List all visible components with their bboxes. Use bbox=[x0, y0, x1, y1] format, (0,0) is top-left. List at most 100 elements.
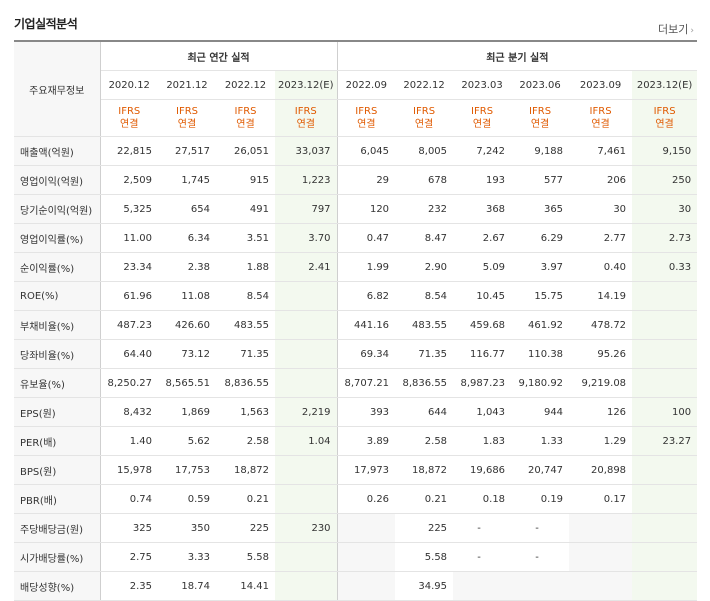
value-cell: 368 bbox=[453, 194, 512, 224]
value-cell bbox=[632, 513, 698, 543]
value-cell bbox=[275, 281, 338, 311]
value-cell: 69.34 bbox=[337, 339, 396, 369]
value-cell: 944 bbox=[511, 397, 570, 427]
value-cell: - bbox=[511, 542, 570, 572]
value-cell: 116.77 bbox=[453, 339, 512, 369]
value-cell: 8,836.55 bbox=[216, 368, 275, 398]
row-label: 매출액(억원) bbox=[14, 136, 101, 166]
period-header: 2023.12(E) bbox=[275, 70, 338, 100]
value-cell: 2.75 bbox=[100, 542, 158, 572]
value-cell bbox=[337, 542, 396, 572]
period-header: 2023.03 bbox=[453, 70, 512, 100]
value-cell bbox=[275, 571, 338, 601]
value-cell bbox=[569, 542, 633, 572]
value-cell bbox=[632, 484, 698, 514]
value-cell bbox=[632, 542, 698, 572]
value-cell: 110.38 bbox=[511, 339, 570, 369]
table-row: EPS(원) 8,432 1,869 1,563 2,219 393 644 1,043 944… bbox=[14, 397, 698, 427]
value-cell: 8.54 bbox=[395, 281, 454, 311]
value-cell: 33,037 bbox=[275, 136, 338, 166]
value-cell: 30 bbox=[632, 194, 698, 224]
value-cell: 18,872 bbox=[395, 455, 454, 485]
value-cell: 1.04 bbox=[275, 426, 338, 456]
value-cell: 325 bbox=[100, 513, 158, 543]
row-label: 순이익률(%) bbox=[14, 252, 101, 282]
value-cell: 915 bbox=[216, 165, 275, 195]
ifrs-label: IFRS bbox=[118, 106, 141, 117]
value-cell: 0.33 bbox=[632, 252, 698, 282]
value-cell: 18.74 bbox=[158, 571, 216, 601]
value-cell: 1.83 bbox=[453, 426, 512, 456]
value-cell: 8,005 bbox=[395, 136, 454, 166]
value-cell: 8,836.55 bbox=[395, 368, 454, 398]
value-cell: 2.35 bbox=[100, 571, 158, 601]
table-row: 영업이익률(%) 11.00 6.34 3.51 3.70 0.47 8.47 2.67 6.2… bbox=[14, 223, 698, 253]
value-cell: 1.99 bbox=[337, 252, 396, 282]
table-row: 당좌비율(%) 64.40 73.12 71.35 69.34 71.35 116.77 11… bbox=[14, 339, 698, 369]
value-cell: 100 bbox=[632, 397, 698, 427]
value-cell: 350 bbox=[158, 513, 216, 543]
value-cell: 0.19 bbox=[511, 484, 570, 514]
value-cell: 232 bbox=[395, 194, 454, 224]
ifrs-label: IFRS bbox=[653, 106, 676, 117]
value-cell: 0.21 bbox=[216, 484, 275, 514]
value-cell bbox=[275, 339, 338, 369]
table-row: 주당배당금(원) 325 350 225 230 225- - bbox=[14, 513, 698, 543]
value-cell: - bbox=[453, 542, 512, 572]
value-cell: 1,043 bbox=[453, 397, 512, 427]
value-cell: 483.55 bbox=[395, 310, 454, 340]
table-row: 유보율(%) 8,250.27 8,565.51 8,836.55 8,707.21 8,… bbox=[14, 368, 698, 398]
chevron-right-icon: › bbox=[690, 26, 694, 36]
value-cell: 18,872 bbox=[216, 455, 275, 485]
value-cell: 1,869 bbox=[158, 397, 216, 427]
value-cell bbox=[569, 513, 633, 543]
value-cell: 6.29 bbox=[511, 223, 570, 253]
consolidated-label: 연결 bbox=[472, 119, 492, 130]
value-cell: 7,461 bbox=[569, 136, 633, 166]
value-cell: 20,898 bbox=[569, 455, 633, 485]
period-header: 2022.09 bbox=[337, 70, 396, 100]
value-cell: 17,753 bbox=[158, 455, 216, 485]
value-cell: 0.17 bbox=[569, 484, 633, 514]
value-cell: 1,563 bbox=[216, 397, 275, 427]
ifrs-tag: IFRS 연결 bbox=[511, 99, 570, 137]
more-link[interactable]: 더보기 › bbox=[658, 21, 694, 37]
value-cell: 0.26 bbox=[337, 484, 396, 514]
value-cell: 678 bbox=[395, 165, 454, 195]
value-cell: 22,815 bbox=[100, 136, 158, 166]
more-label: 더보기 bbox=[658, 23, 689, 36]
row-label: PBR(배) bbox=[14, 484, 101, 514]
value-cell: 7,242 bbox=[453, 136, 512, 166]
value-cell: - bbox=[511, 513, 570, 543]
value-cell: 20,747 bbox=[511, 455, 570, 485]
value-cell: 0.18 bbox=[453, 484, 512, 514]
ifrs-tag: IFRS 연결 bbox=[216, 99, 275, 137]
period-header: 2020.12 bbox=[100, 70, 158, 100]
value-cell: 23.27 bbox=[632, 426, 698, 456]
period-header: 2022.12 bbox=[216, 70, 275, 100]
value-cell: 30 bbox=[569, 194, 633, 224]
value-cell: 5.62 bbox=[158, 426, 216, 456]
row-label-header: 주요재무정보 bbox=[14, 40, 101, 137]
financial-table: 주요재무정보 최근 연간 실적 최근 분기 실적 2020.12 2021.12 2… bbox=[14, 40, 698, 601]
value-cell: 26,051 bbox=[216, 136, 275, 166]
consolidated-label: 연결 bbox=[357, 119, 376, 130]
consolidated-label: 연결 bbox=[655, 119, 674, 130]
value-cell: 9,180.92 bbox=[511, 368, 570, 398]
value-cell bbox=[632, 281, 698, 311]
value-cell: 487.23 bbox=[100, 310, 158, 340]
value-cell bbox=[453, 571, 512, 601]
value-cell: 73.12 bbox=[158, 339, 216, 369]
value-cell: 577 bbox=[511, 165, 570, 195]
value-cell: 8,432 bbox=[100, 397, 158, 427]
value-cell: 225 bbox=[395, 513, 454, 543]
table-row: 순이익률(%) 23.34 2.38 1.88 2.41 1.99 2.90 5.09 3.97… bbox=[14, 252, 698, 282]
period-header: 2023.06 bbox=[511, 70, 570, 100]
table-row: 배당성향(%) 2.35 18.74 14.41 34.95 bbox=[14, 571, 698, 601]
row-label: PER(배) bbox=[14, 426, 101, 456]
value-cell: 8,707.21 bbox=[337, 368, 396, 398]
value-cell: 9,219.08 bbox=[569, 368, 633, 398]
consolidated-label: 연결 bbox=[177, 119, 197, 130]
table-row: PBR(배) 0.74 0.59 0.21 0.26 0.21 0.18 0.19 0.17 bbox=[14, 484, 698, 514]
table-row: 시가배당률(%) 2.75 3.33 5.58 5.58- - bbox=[14, 542, 698, 572]
